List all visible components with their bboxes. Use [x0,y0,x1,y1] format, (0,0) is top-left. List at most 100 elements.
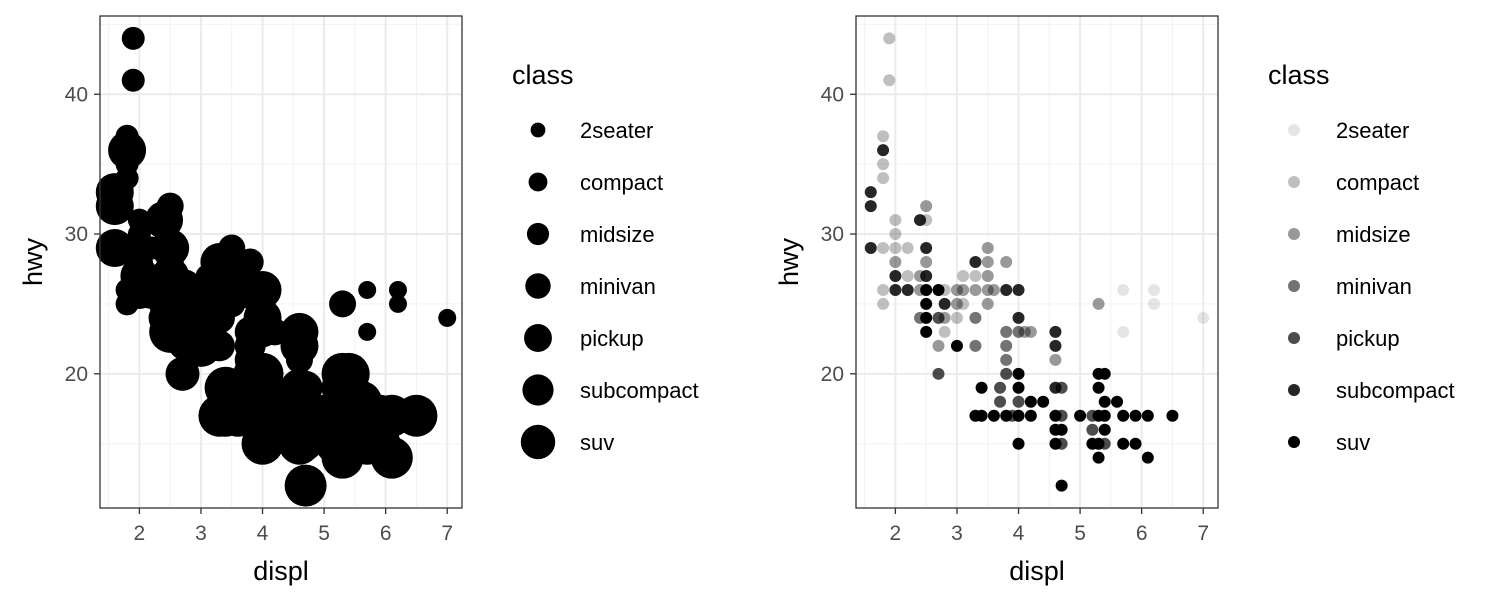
legend-label: midsize [1336,222,1411,247]
data-point [864,242,877,255]
legend-key [1288,228,1300,240]
legend-key [525,273,551,299]
x-tick-label: 2 [890,522,902,545]
data-point [1012,325,1025,338]
data-point [1055,437,1068,450]
data-point [957,283,970,296]
legend-label: minivan [580,274,656,299]
y-axis-title: hwy [18,237,48,286]
data-point [920,242,933,255]
data-point [969,283,982,296]
data-point [938,311,951,324]
x-tick-label: 4 [257,522,269,545]
data-point [864,200,877,213]
data-point [156,248,184,276]
data-point [1141,409,1154,422]
legend-label: suv [580,430,614,455]
data-point [987,409,1000,422]
data-point [1117,437,1130,450]
data-point [1024,409,1037,422]
data-point [1074,409,1087,422]
data-point [203,330,235,362]
data-point [1037,395,1050,408]
data-point [981,256,994,268]
data-point [121,68,145,92]
axis-ticks: 2 3 4 5 6 7 20 30 40 [821,83,1209,545]
data-point [994,381,1007,394]
data-point [285,346,313,374]
data-point [920,311,933,324]
data-point [883,32,896,45]
data-point [388,280,407,299]
legend-key [1288,176,1300,188]
legend-key [528,172,548,192]
x-tick-label: 5 [1074,522,1086,545]
data-point [1018,325,1031,338]
data-point [1092,451,1105,464]
legend-label: subcompact [1336,378,1455,403]
alpha-chart: 2 3 4 5 6 7 20 30 40 displ hwy class 2seater comp… [774,15,1455,586]
data-point [1086,423,1099,436]
data-point [1012,437,1025,450]
axis-ticks: 2 3 4 5 6 7 20 30 40 [65,83,453,545]
data-point [877,158,890,171]
legend-title: class [1268,60,1330,90]
x-tick-label: 7 [441,522,453,545]
data-point [877,297,890,310]
data-point [969,311,982,324]
data-point [981,283,994,296]
y-tick-label: 40 [65,83,88,106]
x-tick-label: 6 [1136,522,1148,545]
data-point [981,242,994,255]
legend-key [530,122,546,138]
data-point [329,290,357,318]
data-point [981,297,994,310]
data-point [1012,395,1025,408]
data-point [1129,409,1142,422]
legend-label: compact [580,170,663,195]
data-point [1000,353,1013,366]
legend-key [526,222,550,246]
data-point [1055,479,1068,492]
data-point [1012,367,1025,380]
data-point [1024,395,1037,408]
data-point [1049,339,1062,352]
data-point [1000,325,1013,338]
data-point [1147,297,1160,310]
data-point [395,394,438,437]
legend-title: class [512,60,574,90]
data-point [1129,437,1142,450]
x-tick-label: 3 [195,522,207,545]
data-point [1117,325,1130,338]
x-tick-label: 4 [1013,522,1025,545]
plot-panel-border [99,15,463,509]
data-point [932,283,945,296]
data-point [1111,395,1124,408]
data-point [165,356,200,391]
legend-label: midsize [580,222,655,247]
data-point [1000,283,1013,296]
legend-key [1288,384,1300,396]
data-point [932,311,945,324]
data-point [901,242,914,255]
data-point [969,339,982,352]
data-point [388,294,407,313]
data-point [877,283,890,296]
data-point [889,256,902,268]
y-axis-title: hwy [774,237,804,286]
data-point [121,26,145,50]
data-point [1055,409,1068,422]
data-point [438,308,457,327]
y-tick-label: 20 [65,363,88,386]
data-point [1000,339,1013,352]
data-point [950,339,963,352]
data-point [889,269,902,282]
data-point [920,214,933,227]
legend-key [1288,436,1300,448]
data-point [901,283,914,296]
data-point [1012,311,1025,324]
legend-label: 2seater [580,118,653,143]
x-axis-title: displ [253,556,309,586]
x-axis-title: displ [1009,556,1065,586]
